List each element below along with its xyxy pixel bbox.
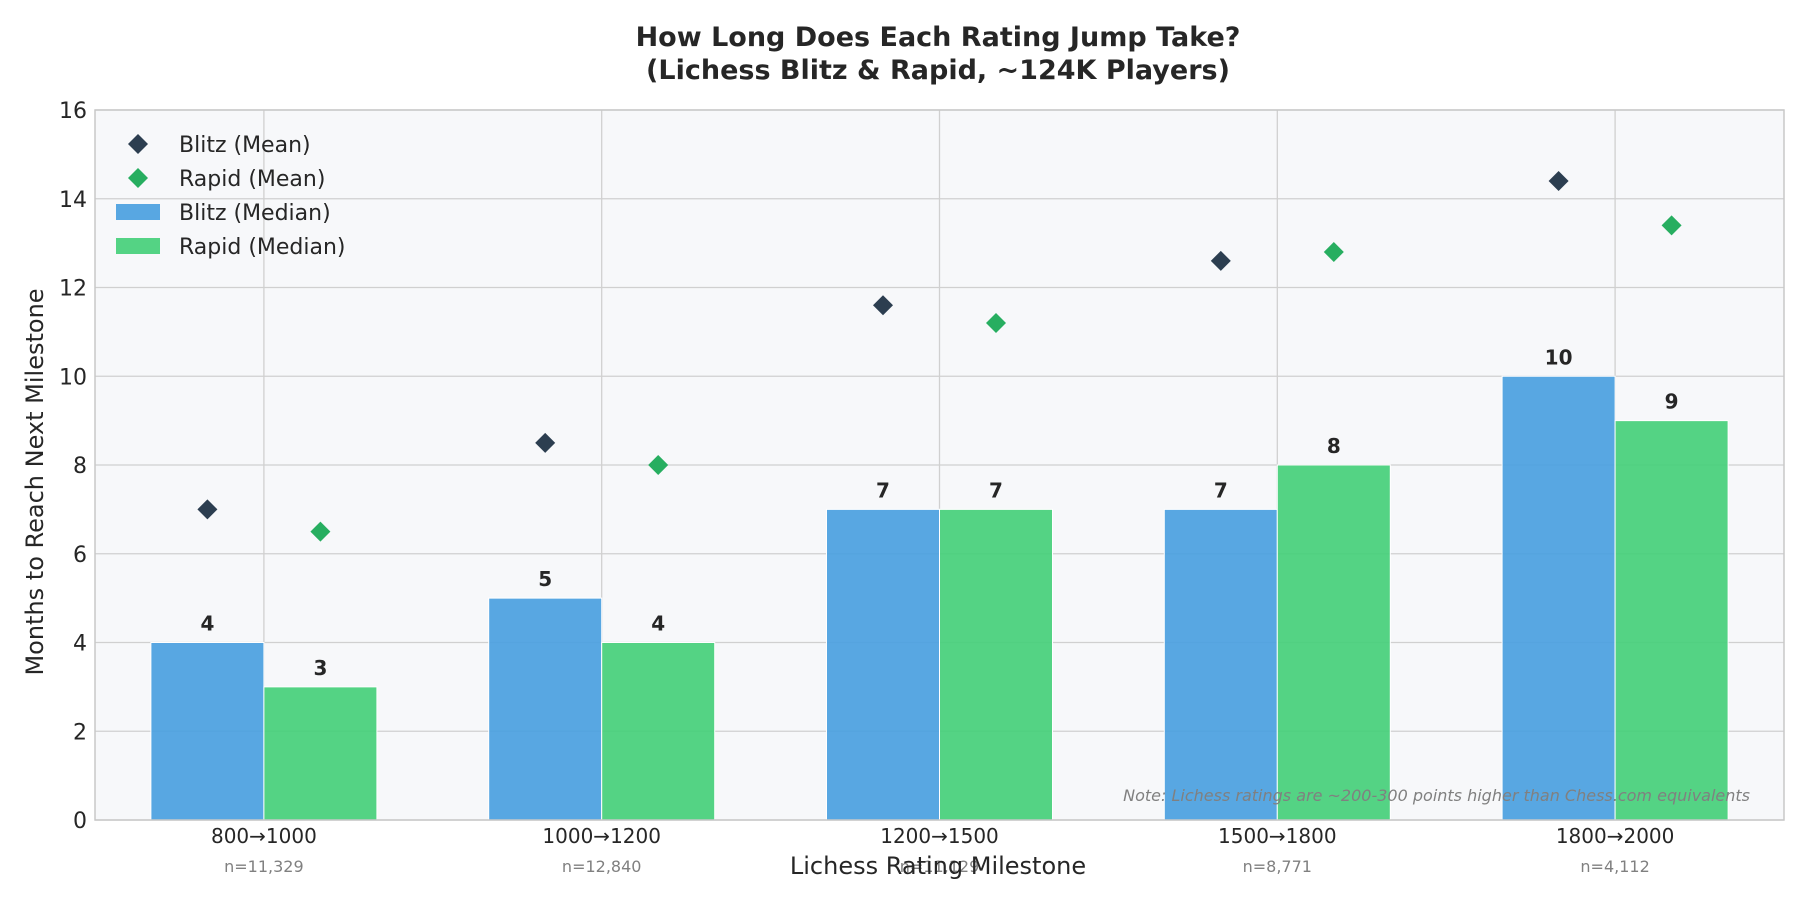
- rapid-median-bar-label-0: 3: [313, 656, 327, 680]
- x-axis-label: Lichess Rating Milestone: [790, 852, 1086, 880]
- blitz-median-bar-label-4: 10: [1545, 345, 1573, 369]
- blitz-mean-point-0: [197, 499, 218, 520]
- blitz-median-bar-label-0: 4: [200, 612, 214, 636]
- chart-title-line-1: How Long Does Each Rating Jump Take?: [636, 22, 1241, 53]
- y-tick-label-0: 0: [73, 809, 87, 834]
- y-tick-label-7: 14: [59, 188, 87, 213]
- y-tick-label-2: 4: [73, 632, 87, 657]
- sample-size-2: n=11,129: [900, 857, 980, 876]
- rapid-mean-point-0: [310, 521, 331, 542]
- x-tick-label-2: 1200→1500: [880, 824, 999, 848]
- chart-title-line-2: (Lichess Blitz & Rapid, ~124K Players): [646, 55, 1230, 86]
- legend-swatch-blitz-median: [116, 204, 160, 220]
- rapid-median-bar-label-3: 8: [1327, 434, 1341, 458]
- sample-size-3: n=8,771: [1243, 857, 1312, 876]
- blitz-mean-point-4: [1548, 171, 1569, 191]
- rapid-median-bar-label-1: 4: [651, 612, 665, 636]
- plot-frame: [94, 109, 1785, 821]
- rapid-median-bar-2: [939, 508, 1053, 821]
- y-tick-label-1: 2: [73, 720, 87, 745]
- legend-swatch-rapid-median: [116, 238, 160, 254]
- y-tick-label-6: 12: [59, 277, 87, 302]
- x-tick-label-4: 1800→2000: [1556, 824, 1675, 848]
- rapid-mean-point-2: [986, 313, 1006, 333]
- sample-size-4: n=4,112: [1580, 857, 1649, 876]
- y-tick-label-4: 8: [73, 454, 87, 479]
- legend-label-blitz-mean: Blitz (Mean): [179, 133, 311, 158]
- x-ticks: 800→1000 n=11,329 1000→1200 n=12,840 1200→15…: [211, 824, 1674, 876]
- x-tick-label-3: 1500→1800: [1218, 824, 1337, 848]
- rapid-median-bar-label-4: 9: [1665, 390, 1679, 414]
- blitz-median-bar-3: [1163, 508, 1278, 821]
- legend-label-rapid-mean: Rapid (Mean): [179, 167, 325, 192]
- mean-markers: [197, 171, 1682, 542]
- x-tick-label-0: 800→1000: [211, 824, 317, 848]
- rapid-median-bar-1: [601, 642, 716, 821]
- legend-marker-rapid-mean: [128, 168, 148, 188]
- bars: [150, 375, 1729, 821]
- blitz-median-bar-0: [150, 642, 265, 821]
- rapid-mean-point-3: [1323, 242, 1344, 262]
- x-tick-label-1: 1000→1200: [542, 824, 661, 848]
- rapid-mean-point-4: [1661, 215, 1682, 236]
- y-tick-label-8: 16: [59, 99, 87, 124]
- blitz-median-bar-4: [1501, 375, 1616, 821]
- sample-size-0: n=11,329: [224, 857, 304, 876]
- blitz-median-bar-2: [826, 508, 940, 821]
- blitz-median-bar-1: [488, 597, 603, 821]
- rapid-mean-point-1: [648, 455, 669, 475]
- chart-note: Note: Lichess ratings are ~200-300 point…: [1123, 786, 1750, 805]
- blitz-mean-point-1: [535, 432, 556, 453]
- blitz-mean-point-3: [1210, 250, 1231, 271]
- bar-labels: 4 5 7 7 10 3 4 7 8 9: [200, 345, 1678, 680]
- blitz-mean-point-2: [873, 295, 893, 316]
- rapid-median-bar-3: [1276, 464, 1391, 821]
- rapid-median-bar-label-2: 7: [989, 478, 1003, 502]
- y-axis-label: Months to Reach Next Milestone: [21, 288, 49, 675]
- y-tick-label-5: 10: [59, 365, 87, 390]
- rapid-median-bar-4: [1614, 420, 1729, 821]
- rapid-median-bar-0: [263, 686, 378, 821]
- blitz-median-bar-label-3: 7: [1214, 478, 1228, 502]
- blitz-median-bar-label-2: 7: [876, 478, 890, 502]
- sample-size-1: n=12,840: [562, 857, 642, 876]
- legend-marker-blitz-mean: [128, 134, 148, 154]
- legend: Blitz (Mean) Rapid (Mean) Blitz (Median) Ra…: [116, 133, 346, 260]
- legend-label-blitz-median: Blitz (Median): [179, 201, 331, 226]
- y-tick-label-3: 6: [73, 543, 87, 568]
- legend-label-rapid-median: Rapid (Median): [179, 235, 346, 260]
- y-ticks: 0 2 4 6 8 10 12 14 16: [59, 99, 87, 834]
- blitz-median-bar-label-1: 5: [538, 567, 552, 591]
